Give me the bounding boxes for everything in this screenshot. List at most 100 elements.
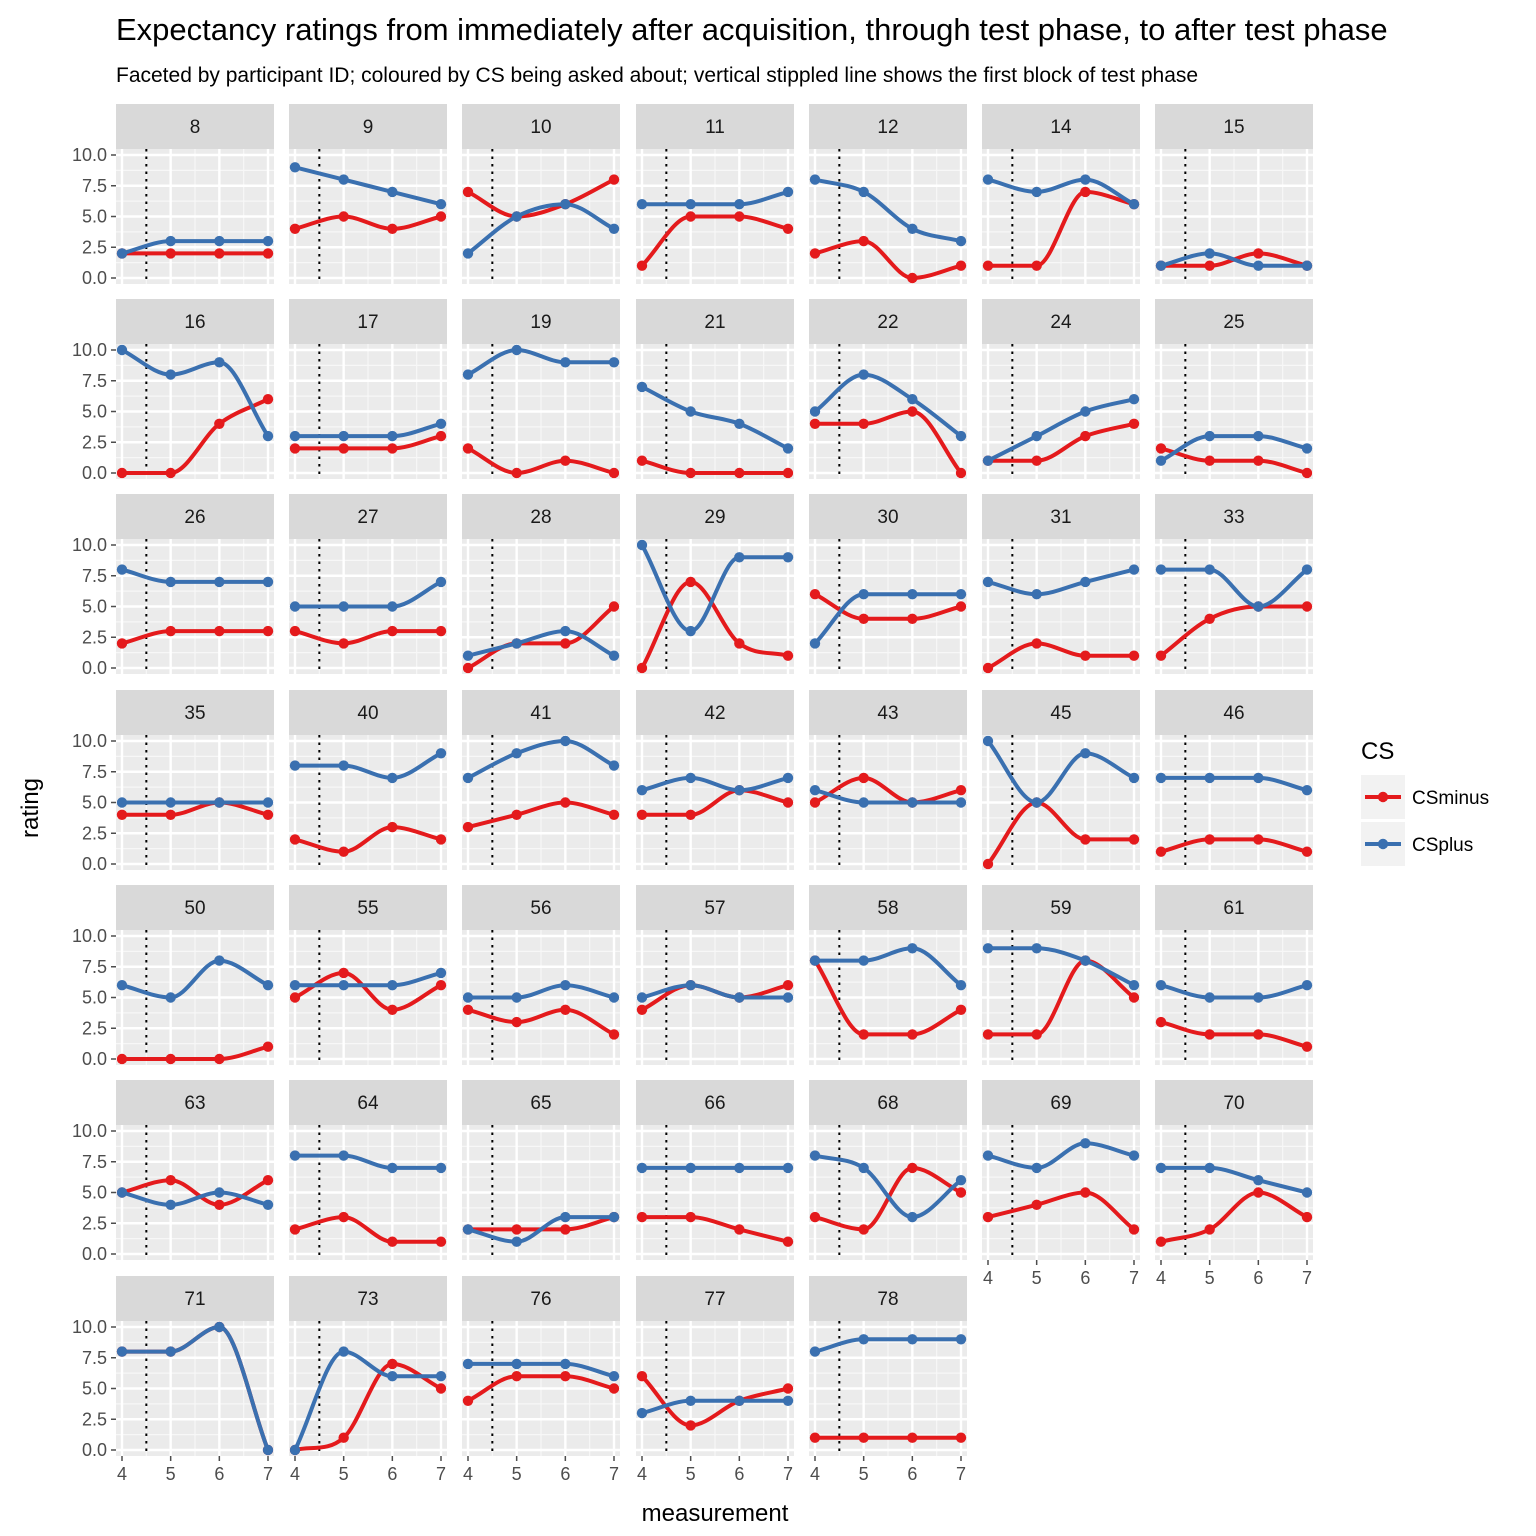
data-point-csminus: [262, 809, 274, 820]
y-tick-label: 0.0: [82, 268, 107, 288]
data-point-csminus: [1031, 1029, 1042, 1040]
facet-panel: 27: [289, 494, 447, 674]
data-point-csplus: [165, 369, 176, 380]
data-point-csminus: [1301, 1041, 1313, 1052]
facet-panel: 73 4 5 6 7: [289, 1276, 447, 1484]
series-line-csminus: [120, 397, 270, 475]
y-tick-label: 5.0: [82, 793, 107, 813]
series-line-csplus: [986, 1141, 1136, 1170]
data-point-csplus: [982, 735, 994, 747]
data-point-csminus: [462, 821, 474, 833]
data-point-csminus: [809, 418, 821, 429]
data-point-csminus: [1128, 418, 1140, 429]
facet-strip: [809, 1276, 967, 1321]
series-line-csplus: [1159, 567, 1309, 609]
data-point-csminus: [734, 1224, 745, 1235]
data-point-csplus: [1128, 199, 1140, 210]
y-tick-label: 10.0: [72, 1121, 107, 1141]
data-point-csminus: [560, 1371, 571, 1382]
x-axis-title: measurement: [642, 1500, 789, 1527]
y-axis-title: rating: [17, 778, 44, 838]
data-point-csminus: [462, 1395, 474, 1407]
data-point-csplus: [289, 601, 301, 612]
data-point-csplus: [338, 601, 349, 612]
data-point-csplus: [685, 199, 696, 210]
y-tick-label: 5.0: [82, 1379, 107, 1399]
data-point-csplus: [338, 760, 349, 771]
x-tick-label: 7: [609, 1464, 619, 1484]
series-line-csplus: [640, 775, 790, 793]
data-point-csplus: [289, 1150, 301, 1161]
facet-panel: 29: [636, 494, 794, 674]
facet-panel: 16 0.0 2.5 5.0 7.5 10.0: [72, 299, 274, 483]
data-point-csplus: [734, 1395, 745, 1407]
series-line-csminus: [640, 458, 790, 475]
data-point-csplus: [338, 430, 349, 442]
series-line-csminus: [813, 775, 963, 805]
data-point-csminus: [214, 1199, 225, 1211]
data-point-csplus: [338, 980, 349, 991]
facet-panel: 56: [462, 885, 620, 1065]
data-point-csminus: [338, 1211, 349, 1223]
data-point-csminus: [608, 174, 620, 185]
chart-title: Expectancy ratings from immediately afte…: [116, 12, 1388, 47]
y-tick-label: 2.5: [82, 1409, 107, 1429]
series-line-csplus: [120, 1190, 270, 1207]
data-point-csplus: [809, 1150, 821, 1161]
facet-label: 27: [357, 507, 378, 528]
series-line-csplus: [293, 970, 443, 988]
data-point-csplus: [1204, 564, 1215, 575]
data-point-csplus: [462, 248, 474, 259]
data-point-csminus: [1204, 613, 1215, 624]
data-point-csminus: [165, 1053, 176, 1065]
data-point-csminus: [1301, 467, 1313, 479]
data-point-csminus: [1204, 1029, 1215, 1040]
data-point-csminus: [608, 809, 620, 820]
series-line-csplus: [120, 239, 270, 256]
series-line-csplus: [466, 739, 616, 780]
data-point-csplus: [955, 430, 967, 442]
facet-strip: [982, 299, 1140, 344]
series-line-csplus: [813, 946, 963, 988]
data-point-csplus: [214, 955, 225, 966]
facet-label: 41: [530, 703, 551, 724]
facet-strip: [809, 885, 967, 930]
data-point-csminus: [858, 772, 869, 784]
data-point-csplus: [982, 1150, 994, 1161]
y-tick-label: 7.5: [82, 566, 107, 586]
facet-strip: [982, 104, 1140, 149]
data-point-csminus: [858, 418, 869, 429]
data-point-csplus: [1155, 260, 1167, 271]
series-line-csplus: [293, 751, 443, 780]
data-point-csminus: [511, 1016, 522, 1028]
series-line-csminus: [120, 629, 270, 646]
x-tick-label: 7: [263, 1464, 273, 1484]
data-point-csminus: [955, 1004, 967, 1015]
data-point-csplus: [511, 344, 522, 356]
series-line-csminus: [466, 1374, 616, 1403]
data-point-csplus: [435, 576, 447, 588]
data-point-csplus: [214, 797, 225, 808]
series-line-csplus: [293, 165, 443, 207]
data-point-csminus: [262, 248, 274, 259]
facet-strip: [116, 494, 274, 539]
series-line-csminus: [466, 1007, 616, 1037]
data-point-csplus: [907, 394, 918, 405]
facet-strip: [289, 1080, 447, 1125]
y-tick-label: 2.5: [82, 432, 107, 452]
data-point-csplus: [1253, 772, 1264, 784]
data-point-csplus: [907, 223, 918, 234]
data-point-csminus: [165, 1175, 176, 1186]
facet-label: 17: [357, 312, 378, 333]
x-tick-label: 6: [907, 1464, 917, 1484]
data-point-csplus: [462, 772, 474, 784]
y-tick-label: 5.0: [82, 597, 107, 617]
facet-strip: [289, 299, 447, 344]
series-line-csplus: [813, 592, 963, 646]
data-point-csplus: [685, 625, 696, 637]
data-point-csminus: [289, 625, 301, 637]
series-line-csminus: [1159, 1190, 1309, 1244]
data-point-csminus: [560, 638, 571, 649]
x-tick-label: 6: [387, 1464, 397, 1484]
facet-strip: [982, 690, 1140, 735]
